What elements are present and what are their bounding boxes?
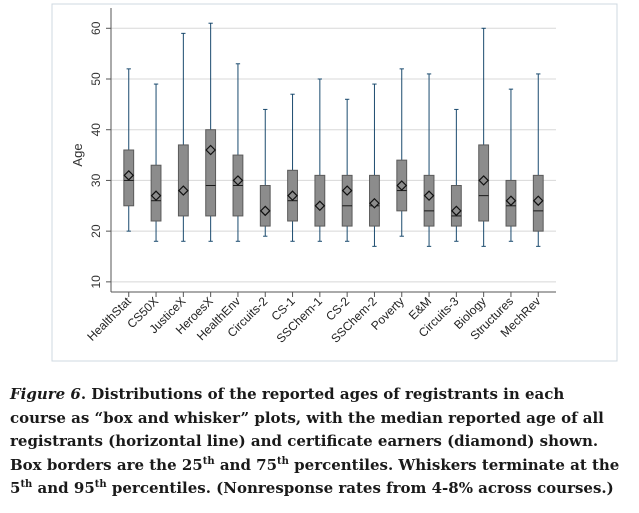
box-group-1 <box>123 68 135 232</box>
y-ticks: 10 20 30 40 50 60 <box>89 21 111 289</box>
box-group-14 <box>478 27 490 247</box>
y-tick-label-50: 50 <box>89 72 103 86</box>
box-group-6 <box>259 108 271 237</box>
certificate-median-diamond <box>505 195 517 207</box>
grid-layer <box>111 27 556 283</box>
outer-frame <box>51 3 618 362</box>
box-group-11 <box>396 68 408 237</box>
axis-layer: Age <box>70 8 556 293</box>
certificate-median-diamond <box>341 185 353 196</box>
certificate-median-diamond <box>423 190 435 201</box>
y-tick-label-20: 20 <box>89 224 103 238</box>
box-group-13 <box>450 108 462 242</box>
caption-text-2: and 75 <box>214 455 278 474</box>
caption-sup-4: th <box>94 479 107 490</box>
certificate-median-diamond <box>314 200 326 212</box>
caption-text-5: percentiles. (Nonresponse rates from 4-8… <box>106 479 614 497</box>
figure-caption: Figure 6. Distributions of the reported … <box>10 383 625 501</box>
iqr-box <box>205 129 217 217</box>
box-group-3 <box>177 32 189 242</box>
certificate-median-diamond <box>205 144 216 156</box>
iqr-box <box>177 144 189 217</box>
box-group-10 <box>369 83 380 247</box>
box-group-7 <box>287 93 298 242</box>
certificate-median-diamond <box>478 175 490 186</box>
certificate-median-diamond <box>232 175 244 186</box>
box-group-15 <box>505 88 517 242</box>
y-tick-label-40: 40 <box>89 123 103 137</box>
iqr-box <box>341 174 353 227</box>
caption-sup-3: th <box>20 479 33 490</box>
box-group-16 <box>532 73 544 247</box>
box-plot-chart: Age 10 20 30 40 50 60 HealthStatCS50XJusticeX… <box>51 3 618 362</box>
caption-text-4: and 95 <box>32 479 95 497</box>
box-group-5 <box>232 63 244 242</box>
certificate-median-diamond <box>287 190 298 201</box>
certificate-median-diamond <box>532 195 544 207</box>
certificate-median-diamond <box>396 180 408 191</box>
certificate-median-diamond <box>177 185 189 196</box>
chart-container: Age 10 20 30 40 50 60 HealthStat CS50X JusticeX… <box>51 3 618 362</box>
certificate-median-diamond <box>451 205 462 217</box>
y-tick-label-30: 30 <box>89 173 103 187</box>
caption-text-1: . Distributions of the reported ages of … <box>10 385 604 474</box>
certificate-median-diamond <box>150 190 162 201</box>
box-group-2 <box>150 83 162 242</box>
box-group-4 <box>205 22 217 242</box>
caption-sup-2: th <box>277 455 289 467</box>
caption-text-3: percentiles. Whiskers terminate at the 5 <box>10 455 620 498</box>
box-group-9 <box>341 98 353 242</box>
certificate-median-diamond <box>259 205 271 217</box>
box-group-12 <box>423 73 435 247</box>
x-tick-labels: HealthStatCS50XJusticeXHeroesXHealthEnvC… <box>84 292 543 346</box>
caption-figure-label: Figure 6 <box>10 385 81 403</box>
caption-sup-1: th <box>202 455 215 467</box>
certificate-median-diamond <box>369 197 380 209</box>
certificate-median-diamond <box>123 170 135 181</box>
box-group-8 <box>314 78 326 242</box>
boxes-layer <box>123 22 544 247</box>
y-tick-label-10: 10 <box>89 275 103 289</box>
y-axis-label: Age <box>70 143 85 166</box>
y-tick-label-60: 60 <box>89 21 103 35</box>
